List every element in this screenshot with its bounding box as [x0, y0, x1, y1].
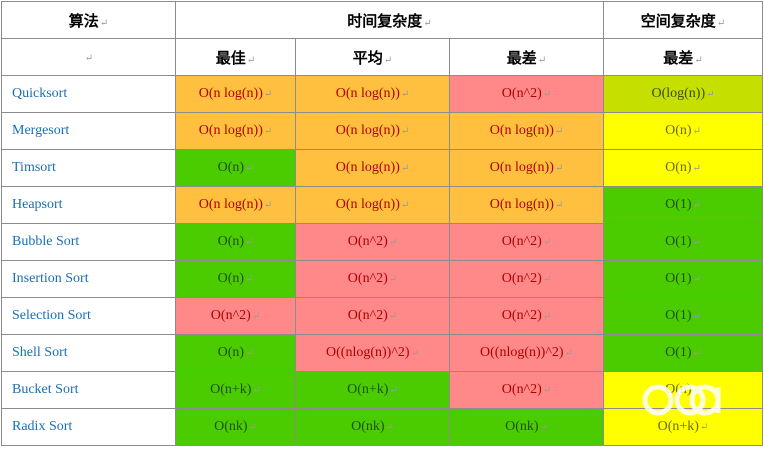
table-row: Radix Sort O(nk)↵ O(nk)↵ O(nk)↵ O(n+k)↵: [1, 408, 763, 446]
algorithm-name: Bucket Sort: [1, 371, 176, 409]
header-space-complexity: 空间复杂度↵: [603, 1, 763, 39]
complexity-cell-best: O(n)↵: [175, 260, 296, 298]
complexity-cell-space: O(n)↵: [603, 112, 763, 150]
complexity-cell-best: O(n log(n))↵: [175, 112, 296, 150]
algorithm-name: Mergesort: [1, 112, 176, 150]
complexity-cell-avg: O(n^2)↵: [295, 223, 450, 261]
complexity-cell-best: O(n)↵: [175, 149, 296, 187]
complexity-cell-space: O(1)↵: [603, 223, 763, 261]
complexity-cell-space: O(log(n))↵: [603, 75, 763, 113]
complexity-cell-avg: O(n^2)↵: [295, 260, 450, 298]
table-row: Bucket Sort O(n+k)↵ O(n+k)↵ O(n^2)↵ O(n)↵: [1, 371, 763, 409]
complexity-cell-space: O(1)↵: [603, 260, 763, 298]
complexity-cell-best: O(nk)↵: [175, 408, 296, 446]
table-row: Selection Sort O(n^2)↵ O(n^2)↵ O(n^2)↵ O(1)↵: [1, 297, 763, 335]
complexity-cell-space: O(1)↵: [603, 297, 763, 335]
complexity-cell-best: O(n+k)↵: [175, 371, 296, 409]
complexity-cell-best: O(n^2)↵: [175, 297, 296, 335]
header-row-1: 算法↵ 时间复杂度↵ 空间复杂度↵: [1, 1, 763, 39]
complexity-cell-avg: O(n^2)↵: [295, 297, 450, 335]
complexity-cell-avg: O(n log(n))↵: [295, 149, 450, 187]
header-best: 最佳↵: [175, 38, 296, 76]
complexity-cell-worst: O(n^2)↵: [449, 297, 604, 335]
header-algorithm: 算法↵: [1, 1, 176, 39]
algorithm-name: Selection Sort: [1, 297, 176, 335]
complexity-cell-space: O(n)↵: [603, 371, 763, 409]
complexity-cell-space: O(1)↵: [603, 334, 763, 372]
complexity-cell-worst: O(n log(n))↵: [449, 186, 604, 224]
table-row: Mergesort O(n log(n))↵ O(n log(n))↵ O(n log…: [1, 112, 763, 150]
complexity-cell-space: O(n)↵: [603, 149, 763, 187]
table-row: Heapsort O(n log(n))↵ O(n log(n))↵ O(n log(…: [1, 186, 763, 224]
complexity-cell-worst: O(n log(n))↵: [449, 112, 604, 150]
algorithm-name: Heapsort: [1, 186, 176, 224]
complexity-cell-avg: O(n log(n))↵: [295, 112, 450, 150]
header-row-2: ↵ 最佳↵ 平均↵ 最差↵ 最差↵: [1, 38, 763, 76]
algorithm-name: Shell Sort: [1, 334, 176, 372]
table-row: Shell Sort O(n)↵ O((nlog(n))^2)↵ O((nlog(n)…: [1, 334, 763, 372]
algorithm-name: Bubble Sort: [1, 223, 176, 261]
complexity-cell-worst: O(n^2)↵: [449, 260, 604, 298]
complexity-cell-worst: O(n log(n))↵: [449, 149, 604, 187]
table-row: Bubble Sort O(n)↵ O(n^2)↵ O(n^2)↵ O(1)↵: [1, 223, 763, 261]
complexity-cell-avg: O(n+k)↵: [295, 371, 450, 409]
complexity-cell-best: O(n log(n))↵: [175, 186, 296, 224]
complexity-cell-space: O(n+k)↵: [603, 408, 763, 446]
table-row: Timsort O(n)↵ O(n log(n))↵ O(n log(n))↵ O(n)…: [1, 149, 763, 187]
complexity-cell-avg: O(n log(n))↵: [295, 75, 450, 113]
algorithm-name: Insertion Sort: [1, 260, 176, 298]
header-worst: 最差↵: [449, 38, 604, 76]
complexity-cell-avg: O((nlog(n))^2)↵: [295, 334, 450, 372]
table-row: Quicksort O(n log(n))↵ O(n log(n))↵ O(n^2)↵…: [1, 75, 763, 113]
complexity-cell-worst: O(nk)↵: [449, 408, 604, 446]
complexity-cell-worst: O((nlog(n))^2)↵: [449, 334, 604, 372]
header-time-complexity: 时间复杂度↵: [175, 1, 604, 39]
complexity-cell-best: O(n)↵: [175, 223, 296, 261]
algorithm-name: Timsort: [1, 149, 176, 187]
table-row: Insertion Sort O(n)↵ O(n^2)↵ O(n^2)↵ O(1)↵: [1, 260, 763, 298]
complexity-cell-best: O(n)↵: [175, 334, 296, 372]
header-average: 平均↵: [295, 38, 450, 76]
complexity-cell-avg: O(n log(n))↵: [295, 186, 450, 224]
complexity-cell-worst: O(n^2)↵: [449, 75, 604, 113]
complexity-cell-avg: O(nk)↵: [295, 408, 450, 446]
algorithm-name: Quicksort: [1, 75, 176, 113]
complexity-cell-worst: O(n^2)↵: [449, 223, 604, 261]
complexity-cell-best: O(n log(n))↵: [175, 75, 296, 113]
complexity-cell-worst: O(n^2)↵: [449, 371, 604, 409]
header-space-worst: 最差↵: [603, 38, 763, 76]
header-empty: ↵: [1, 38, 176, 76]
algorithm-name: Radix Sort: [1, 408, 176, 446]
complexity-cell-space: O(1)↵: [603, 186, 763, 224]
